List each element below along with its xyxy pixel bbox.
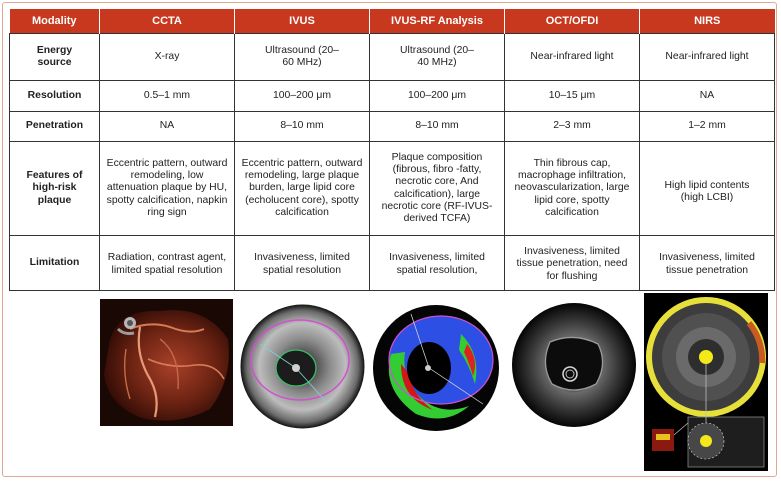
image-row (0, 293, 781, 471)
oct-image (510, 302, 638, 428)
ccta-heart-image (100, 299, 233, 426)
row-limitation: Limitation Radiation, contrast agent, li… (9, 235, 775, 291)
cell-oct: 10–15 μm (504, 80, 640, 112)
comparison-table: Modality CCTA IVUS IVUS-RF Analysis OCT/… (9, 9, 775, 291)
cell-ivus: 100–200 μm (234, 80, 370, 112)
cell-oct: Thin fibrous cap, macrophage infiltratio… (504, 141, 640, 236)
cell-ivus: 8–10 mm (234, 111, 370, 142)
cell-ccta: Eccentric pattern, outward remodeling, l… (99, 141, 235, 236)
header-row: Modality CCTA IVUS IVUS-RF Analysis OCT/… (9, 9, 775, 34)
cell-ccta: X-ray (99, 33, 235, 81)
cell-oct: 2–3 mm (504, 111, 640, 142)
row-label: Features of high-risk plaque (9, 141, 100, 236)
row-label: Energy source (9, 33, 100, 81)
cell-ivus-rf: 8–10 mm (369, 111, 505, 142)
cell-ccta: Radiation, contrast agent, limited spati… (99, 235, 235, 291)
header-nirs: NIRS (639, 9, 775, 34)
figure-frame (2, 2, 777, 477)
cell-ivus: Eccentric pattern, outward remodeling, l… (234, 141, 370, 236)
cell-ccta: NA (99, 111, 235, 142)
cell-ivus-rf: Plaque composition (fibrous, fibro -fatt… (369, 141, 505, 236)
header-ccta: CCTA (99, 9, 235, 34)
cell-oct: Invasiveness, limited tissue penetration… (504, 235, 640, 291)
ivus-image (240, 304, 365, 429)
nirs-image (644, 293, 768, 471)
cell-ivus: Invasiveness, limited spatial resolution (234, 235, 370, 291)
cell-ivus-rf: 100–200 μm (369, 80, 505, 112)
cell-nirs: Near-infrared light (639, 33, 775, 81)
cell-nirs: NA (639, 80, 775, 112)
header-modality: Modality (9, 9, 100, 34)
cell-oct: Near-infrared light (504, 33, 640, 81)
header-oct: OCT/OFDI (504, 9, 640, 34)
row-energy-source: Energy source X-ray Ultrasound (20–60 MH… (9, 33, 775, 81)
cell-nirs: 1–2 mm (639, 111, 775, 142)
ivus-rf-image (371, 304, 501, 432)
cell-ivus-rf: Ultrasound (20–40 MHz) (369, 33, 505, 81)
cell-ccta: 0.5–1 mm (99, 80, 235, 112)
row-label: Limitation (9, 235, 100, 291)
header-ivus: IVUS (234, 9, 370, 34)
cell-nirs: Invasiveness, limited tissue penetration (639, 235, 775, 291)
cell-ivus: Ultrasound (20–60 MHz) (234, 33, 370, 81)
row-penetration: Penetration NA 8–10 mm 8–10 mm 2–3 mm 1–… (9, 111, 775, 142)
header-ivus-rf: IVUS-RF Analysis (369, 9, 505, 34)
cell-nirs: High lipid contents (high LCBI) (639, 141, 775, 236)
cell-ivus-rf: Invasiveness, limited spatial resolution… (369, 235, 505, 291)
row-label: Resolution (9, 80, 100, 112)
row-features: Features of high-risk plaque Eccentric p… (9, 141, 775, 236)
row-label: Penetration (9, 111, 100, 142)
row-resolution: Resolution 0.5–1 mm 100–200 μm 100–200 μ… (9, 80, 775, 112)
